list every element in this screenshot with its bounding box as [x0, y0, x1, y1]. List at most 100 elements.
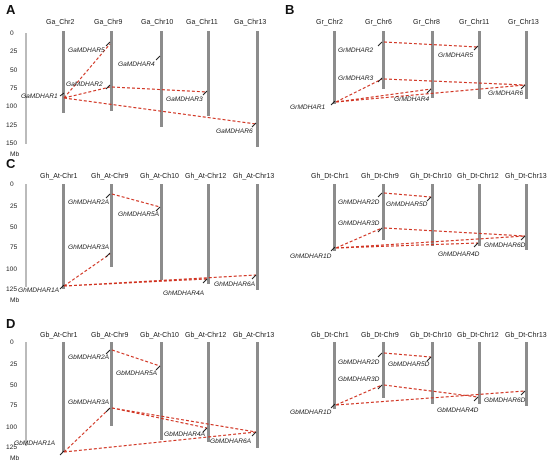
chromosome-bar	[478, 342, 481, 404]
chromosome-bar	[160, 184, 163, 280]
duplication-link	[111, 407, 257, 433]
chromosome-label: Gr_Chr6	[365, 19, 392, 26]
gene-marker	[330, 403, 336, 409]
gene-marker	[202, 90, 208, 96]
gene-label: GrMDHAR2	[338, 47, 374, 54]
duplication-link	[383, 78, 526, 86]
gene-marker	[426, 196, 432, 202]
chromosome-bar	[110, 31, 113, 111]
gene-marker	[105, 407, 111, 413]
chromosome-label: Gh_At-Chr12	[185, 173, 226, 180]
chromosome-bar	[207, 184, 210, 284]
chromosome-label: Gb_At-Ch10	[140, 332, 179, 339]
chromosome-bar	[256, 31, 259, 147]
gene-label: GbMDHAR3D	[338, 376, 380, 383]
gene-marker	[473, 45, 479, 51]
chromosome-bar	[62, 184, 65, 289]
chromosome-bar	[207, 31, 210, 116]
chromosome-bar	[478, 31, 481, 99]
gene-label: GhMDHAR1A	[18, 287, 60, 294]
chromosome-bar	[431, 342, 434, 404]
chromosome-label: Gb_Dt-Chr9	[361, 332, 399, 339]
chromosome-label: Gh_Dt-Chr12	[457, 173, 499, 180]
chromosome-bar	[431, 184, 434, 246]
gene-marker	[426, 88, 432, 94]
tick-label: 0	[10, 30, 14, 37]
chromosome-bar	[333, 342, 336, 409]
gene-label: GbMDHAR5D	[388, 361, 430, 368]
chromosome-bar	[256, 184, 259, 290]
duplication-link	[383, 384, 479, 398]
gene-label: GbMDHAR1D	[290, 409, 332, 416]
axis-unit: Mb	[10, 455, 19, 462]
chromosome-bar	[525, 342, 528, 406]
chromosome-bar	[207, 342, 210, 442]
gene-marker	[330, 246, 336, 252]
tick-label: 50	[10, 382, 18, 389]
gene-marker	[105, 349, 111, 355]
gene-marker	[377, 77, 383, 83]
tick-label: 100	[6, 103, 17, 110]
gene-marker	[377, 384, 383, 390]
axis-unit: Mb	[10, 297, 19, 304]
gene-label: GhMDHAR6A	[214, 281, 256, 288]
chromosome-bar	[431, 31, 434, 98]
tick-label: 125	[6, 444, 17, 451]
tick-label: 75	[10, 244, 18, 251]
chromosome-label: Gh_At-Chr13	[233, 173, 274, 180]
panel-letter-a: A	[6, 2, 16, 17]
chromosome-label: Gh_Dt-Chr10	[410, 173, 452, 180]
gene-label: GaMDHAR6	[216, 128, 253, 135]
gene-marker	[105, 193, 111, 199]
chromosome-bar	[160, 342, 163, 440]
gene-label: GbMDHAR2A	[68, 354, 110, 361]
tick-label: 100	[6, 266, 17, 273]
gene-label: GrMDHAR6	[488, 90, 524, 97]
duplication-link	[63, 407, 111, 453]
duplication-link	[63, 274, 257, 287]
gene-label: GrMDHAR5	[438, 52, 474, 59]
gene-label: GhMDHAR5D	[386, 201, 428, 208]
duplication-link	[335, 235, 526, 249]
tick-label: 0	[10, 339, 14, 346]
chromosome-label: Gb_At-Chr9	[91, 332, 128, 339]
chromosome-bar	[160, 31, 163, 127]
gene-label: GhMDHAR3A	[68, 244, 110, 251]
tick-label: 50	[10, 67, 18, 74]
gene-marker	[59, 450, 65, 456]
chromosome-label: Gb_At-Chr12	[185, 332, 226, 339]
gene-marker	[520, 390, 526, 396]
gene-marker	[202, 278, 208, 284]
panel-c: C 0 25 50 75 100 125 Mb Gh_At-Chr1 Gh_At…	[6, 156, 547, 304]
duplication-link	[335, 390, 526, 406]
tick-label: 100	[6, 424, 17, 431]
duplication-link	[111, 407, 208, 429]
gene-label: GhMDHAR2D	[338, 199, 380, 206]
duplication-link	[335, 84, 526, 103]
panel-a: A 0 25 50 75 100 125 150 Mb Ga_Chr2 Ga_C…	[6, 2, 266, 158]
gene-label: GbMDHAR1A	[14, 440, 56, 447]
duplication-link	[63, 253, 111, 287]
panel-letter-b: B	[285, 2, 294, 17]
gene-marker	[330, 100, 336, 106]
gene-label: GhMDHAR3D	[338, 220, 380, 227]
gene-marker	[377, 192, 383, 198]
chromosome-label: Gb_At-Chr13	[233, 332, 274, 339]
chromosome-bar	[382, 31, 385, 89]
gene-label: GbMDHAR6D	[484, 397, 526, 404]
duplication-link	[335, 384, 383, 406]
gene-label: GaMDHAR3	[166, 96, 203, 103]
chromosome-bar	[333, 31, 336, 104]
chromosome-label: Ga_Chr10	[141, 19, 173, 26]
chromosome-label: Ga_Chr13	[234, 19, 266, 26]
duplication-link	[111, 349, 161, 367]
gene-label: GhMDHAR2A	[68, 199, 110, 206]
chromosome-label: Gr_Chr2	[316, 19, 343, 26]
tick-label: 25	[10, 203, 18, 210]
chromosome-label: Gr_Chr8	[413, 19, 440, 26]
gene-label: GhMDHAR4D	[438, 251, 480, 258]
gene-marker	[105, 252, 111, 258]
panel-letter-c: C	[6, 156, 16, 171]
chromosome-label: Gb_Dt-Chr10	[410, 332, 452, 339]
chromosome-bar	[333, 184, 336, 251]
